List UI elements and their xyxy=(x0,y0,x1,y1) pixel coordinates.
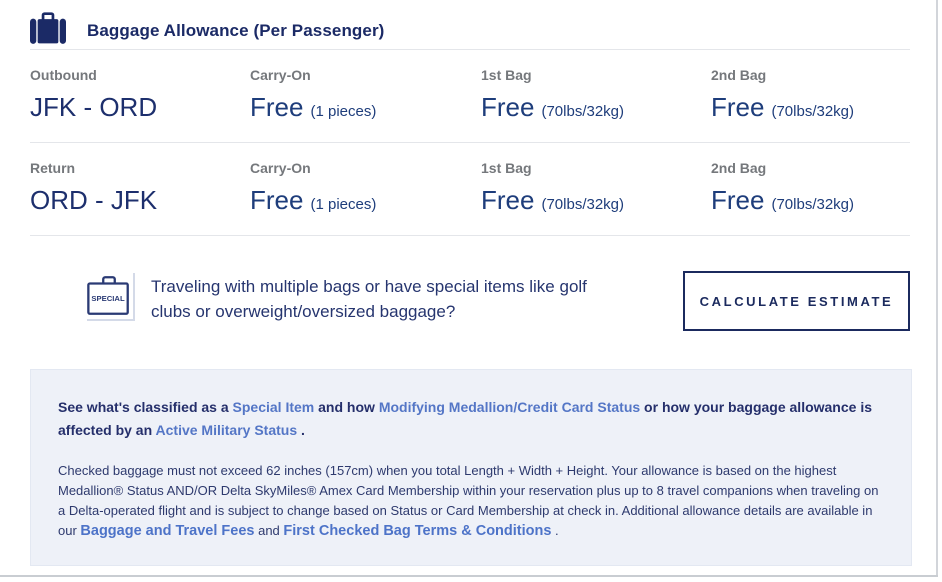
column-label: 1st Bag xyxy=(481,67,532,83)
allowance-detail: (70lbs/32kg) xyxy=(771,103,855,120)
intro-text: . xyxy=(297,422,305,438)
baggage-icon xyxy=(28,11,68,52)
outbound-cell: Outbound JFK - ORD xyxy=(30,67,250,127)
special-item-icon: SPECIAL xyxy=(85,271,133,319)
allowance-detail: (70lbs/32kg) xyxy=(541,196,625,213)
intro-text: or how your baggage allowance is affecte… xyxy=(58,399,872,438)
allowance-value: Free xyxy=(250,92,304,122)
carryon-cell: Carry-On Free (1 pieces) xyxy=(250,67,481,127)
column-label: 2nd Bag xyxy=(711,160,767,176)
baggage-and-travel-fees-link[interactable]: Baggage and Travel Fees xyxy=(80,523,255,539)
allowance-value: Free xyxy=(250,185,304,215)
second-bag-cell: 2nd Bag Free (70lbs/32kg) xyxy=(711,67,910,127)
first-checked-bag-terms-link[interactable]: First Checked Bag Terms & Conditions xyxy=(283,523,552,539)
calculate-estimate-button[interactable]: CALCULATE ESTIMATE xyxy=(683,271,910,331)
info-intro-text: See what's classified as a Special Item … xyxy=(58,396,884,442)
first-bag-cell: 1st Bag Free (70lbs/32kg) xyxy=(481,160,711,220)
return-cell: Return ORD - JFK xyxy=(30,160,250,220)
special-badge-label: SPECIAL xyxy=(91,294,125,303)
carryon-cell: Carry-On Free (1 pieces) xyxy=(250,160,481,220)
allowance-value: Free xyxy=(711,185,765,215)
second-bag-cell: 2nd Bag Free (70lbs/32kg) xyxy=(711,160,910,220)
first-bag-cell: 1st Bag Free (70lbs/32kg) xyxy=(481,67,711,127)
panel-right-border xyxy=(936,0,938,577)
column-label: Carry-On xyxy=(250,160,311,176)
special-items-strip: SPECIAL Traveling with multiple bags or … xyxy=(30,271,910,331)
allowance-value: Free xyxy=(481,92,535,122)
column-label: Carry-On xyxy=(250,67,311,83)
allowance-value: Free xyxy=(711,92,765,122)
direction-label: Return xyxy=(30,160,76,176)
fine-print-body: and xyxy=(254,523,284,538)
allowance-detail: (1 pieces) xyxy=(310,196,377,213)
active-military-status-link[interactable]: Active Military Status xyxy=(155,422,298,438)
fine-print-body: . xyxy=(551,523,559,538)
allowance-detail: (70lbs/32kg) xyxy=(771,196,855,213)
allowance-detail: (70lbs/32kg) xyxy=(541,103,625,120)
fine-print-body: Checked baggage must not exceed 62 inche… xyxy=(58,463,879,538)
panel-bottom-border xyxy=(0,575,938,577)
route-value: ORD - JFK xyxy=(30,185,158,215)
intro-text: See what's classified as a xyxy=(58,399,233,415)
allowance-info-box: See what's classified as a Special Item … xyxy=(30,369,912,566)
intro-text: and how xyxy=(314,399,379,415)
page-title: Baggage Allowance (Per Passenger) xyxy=(87,21,385,40)
special-item-link[interactable]: Special Item xyxy=(232,399,315,415)
allowance-value: Free xyxy=(481,185,535,215)
direction-label: Outbound xyxy=(30,67,97,83)
fine-print-text: Checked baggage must not exceed 62 inche… xyxy=(58,461,884,541)
column-label: 1st Bag xyxy=(481,160,532,176)
modifying-medallion-status-link[interactable]: Modifying Medallion/Credit Card Status xyxy=(378,399,641,415)
table-row-return: Return ORD - JFK Carry-On Free (1 pieces)… xyxy=(30,142,910,236)
table-row-outbound: Outbound JFK - ORD Carry-On Free (1 piece… xyxy=(30,49,910,142)
special-items-question: Traveling with multiple bags or have spe… xyxy=(151,277,587,321)
allowance-detail: (1 pieces) xyxy=(310,103,377,120)
section-header: Baggage Allowance (Per Passenger) xyxy=(30,0,942,49)
baggage-allowance-table: Outbound JFK - ORD Carry-On Free (1 piece… xyxy=(30,49,910,236)
column-label: 2nd Bag xyxy=(711,67,767,83)
route-value: JFK - ORD xyxy=(30,92,158,122)
